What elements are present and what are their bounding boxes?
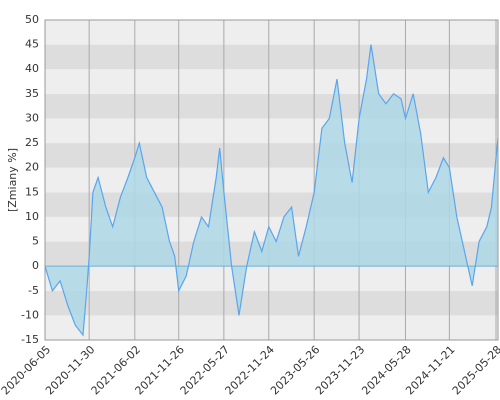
grid-band [45, 118, 498, 144]
y-tick-label: -15 [21, 333, 39, 346]
grid-band [45, 69, 498, 94]
y-tick-label: 50 [25, 13, 39, 26]
grid-band [45, 315, 498, 340]
y-tick-label: 20 [25, 161, 39, 174]
y-tick-label: 5 [32, 235, 39, 248]
area [45, 44, 498, 336]
y-tick-label: 40 [25, 62, 39, 75]
y-tick-label: 0 [32, 259, 39, 272]
plot-frame [44, 19, 499, 341]
grid-band [45, 143, 498, 168]
grid-band [45, 93, 498, 119]
grid-band [45, 44, 498, 70]
y-tick-label: 35 [25, 87, 39, 100]
line [44, 44, 499, 337]
y-tick-label: 25 [25, 136, 39, 149]
grid-band [45, 20, 498, 45]
y-axis-label: [Zmiany %] [6, 148, 19, 212]
y-tick-label: 30 [25, 111, 39, 124]
y-tick-label: 45 [25, 38, 39, 51]
grid-band [45, 290, 498, 316]
y-tick-label: 10 [25, 210, 39, 223]
y-tick-label: 15 [25, 185, 39, 198]
y-tick-label: -5 [28, 284, 39, 297]
grid-band [45, 266, 498, 291]
x-tick-label: 2025-05-28 [450, 343, 500, 397]
y-tick-label: -10 [21, 308, 39, 321]
